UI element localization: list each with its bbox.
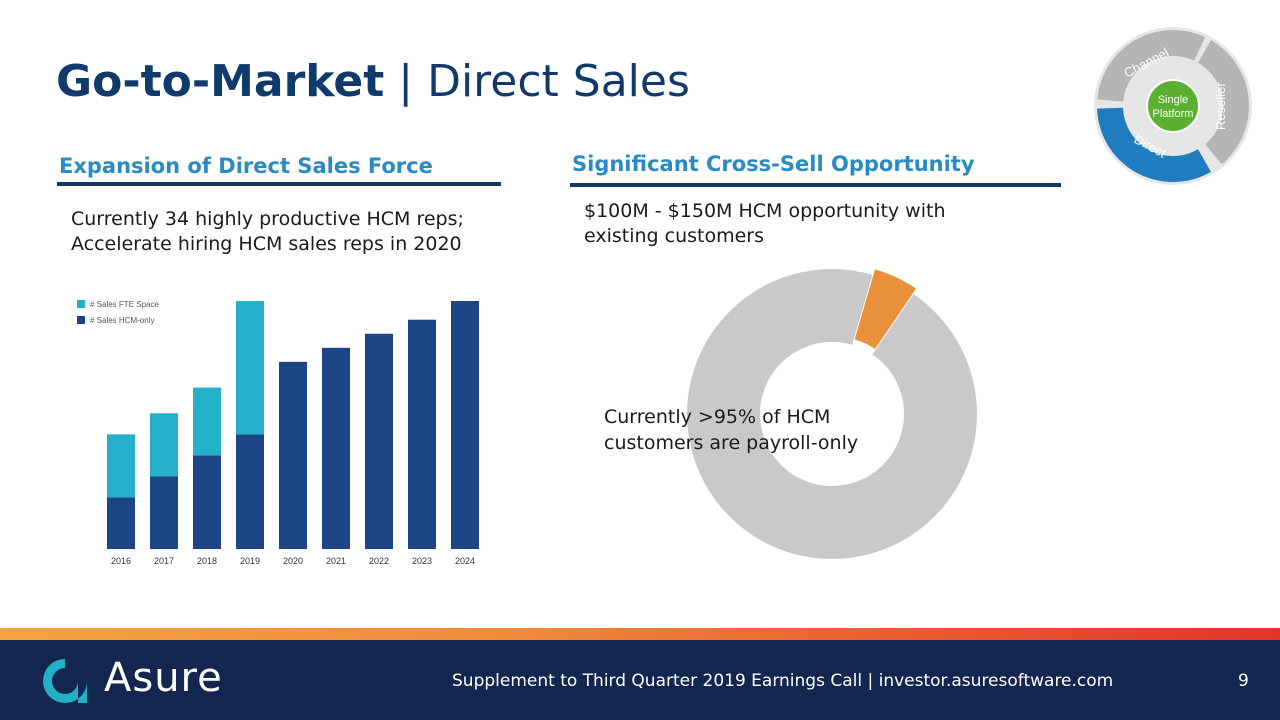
left-heading-rule	[57, 182, 501, 186]
cycle-label-reseller: Reseller	[1213, 82, 1228, 130]
footer-gradient-bar	[0, 628, 1280, 640]
title-light: Direct Sales	[427, 56, 690, 107]
legend-label: # Sales HCM-only	[90, 316, 154, 325]
x-tick-label: 2021	[326, 556, 346, 566]
title-separator: |	[384, 56, 428, 107]
left-body-line-2: Accelerate hiring HCM sales reps in 2020	[71, 233, 462, 255]
cross-sell-donut-chart	[687, 268, 977, 559]
right-body-line-2: existing customers	[584, 225, 765, 247]
bar-hcm-only-2020	[279, 361, 307, 549]
cycle-segment-channel	[1097, 30, 1206, 102]
footer-band	[0, 640, 1280, 720]
bar-fte-space-2019	[236, 301, 264, 435]
legend-swatch	[77, 316, 85, 324]
x-tick-label: 2024	[455, 556, 475, 566]
x-tick-label: 2016	[111, 556, 131, 566]
cycle-segment-direct	[1097, 107, 1211, 183]
x-tick-label: 2019	[240, 556, 260, 566]
left-body-line-1: Currently 34 highly productive HCM reps;	[71, 208, 464, 230]
x-tick-label: 2018	[197, 556, 217, 566]
bar-hcm-only-2018	[193, 455, 221, 549]
left-body-text: Currently 34 highly productive HCM reps;…	[71, 207, 521, 257]
right-heading-rule	[570, 183, 1061, 187]
cycle-center-label: Platform	[1153, 108, 1194, 120]
donut-slice-hcm	[854, 269, 917, 350]
x-tick-label: 2020	[283, 556, 303, 566]
legend-swatch	[77, 300, 85, 308]
asure-logo-text: Asure	[104, 655, 223, 701]
donut-note-line-1: Currently >95% of HCM	[604, 406, 831, 428]
right-section-heading: Significant Cross-Sell Opportunity	[572, 152, 975, 176]
bar-fte-space-2018	[193, 387, 221, 456]
cycle-center-circle	[1146, 79, 1200, 133]
asure-logo-icon	[43, 659, 87, 703]
page-title: Go-to-Market | Direct Sales	[56, 56, 690, 107]
x-tick-label: 2022	[369, 556, 389, 566]
donut-note: Currently >95% of HCM customers are payr…	[604, 404, 858, 456]
cycle-segment-reseller	[1198, 40, 1249, 165]
cycle-center-label: Single	[1158, 94, 1189, 106]
bar-hcm-only-2017	[150, 476, 178, 549]
legend-label: # Sales FTE Space	[90, 300, 159, 309]
donut-note-line-2: customers are payroll-only	[604, 432, 859, 454]
right-body-line-1: $100M - $150M HCM opportunity with	[584, 200, 946, 222]
bar-hcm-only-2022	[365, 333, 393, 549]
right-body-text: $100M - $150M HCM opportunity with exist…	[584, 199, 1024, 249]
bar-fte-space-2017	[150, 413, 178, 477]
bar-fte-space-2016	[107, 434, 135, 498]
left-section-heading: Expansion of Direct Sales Force	[59, 154, 433, 178]
donut-slice-payroll-only	[687, 268, 977, 559]
x-tick-label: 2023	[412, 556, 432, 566]
x-tick-label: 2017	[154, 556, 174, 566]
bar-hcm-only-2021	[322, 347, 350, 549]
bar-hcm-only-2023	[408, 319, 436, 549]
bar-hcm-only-2016	[107, 497, 135, 549]
title-bold: Go-to-Market	[56, 56, 385, 107]
bar-hcm-only-2019	[236, 434, 264, 549]
bar-hcm-only-2024	[451, 301, 479, 549]
sales-force-bar-chart: 2016 2017 2018 2019 2020 2021 2022 2023 2024 # Sa…	[77, 300, 479, 566]
footer-caption: Supplement to Third Quarter 2019 Earning…	[452, 671, 1114, 691]
page-number: 9	[1238, 671, 1249, 691]
